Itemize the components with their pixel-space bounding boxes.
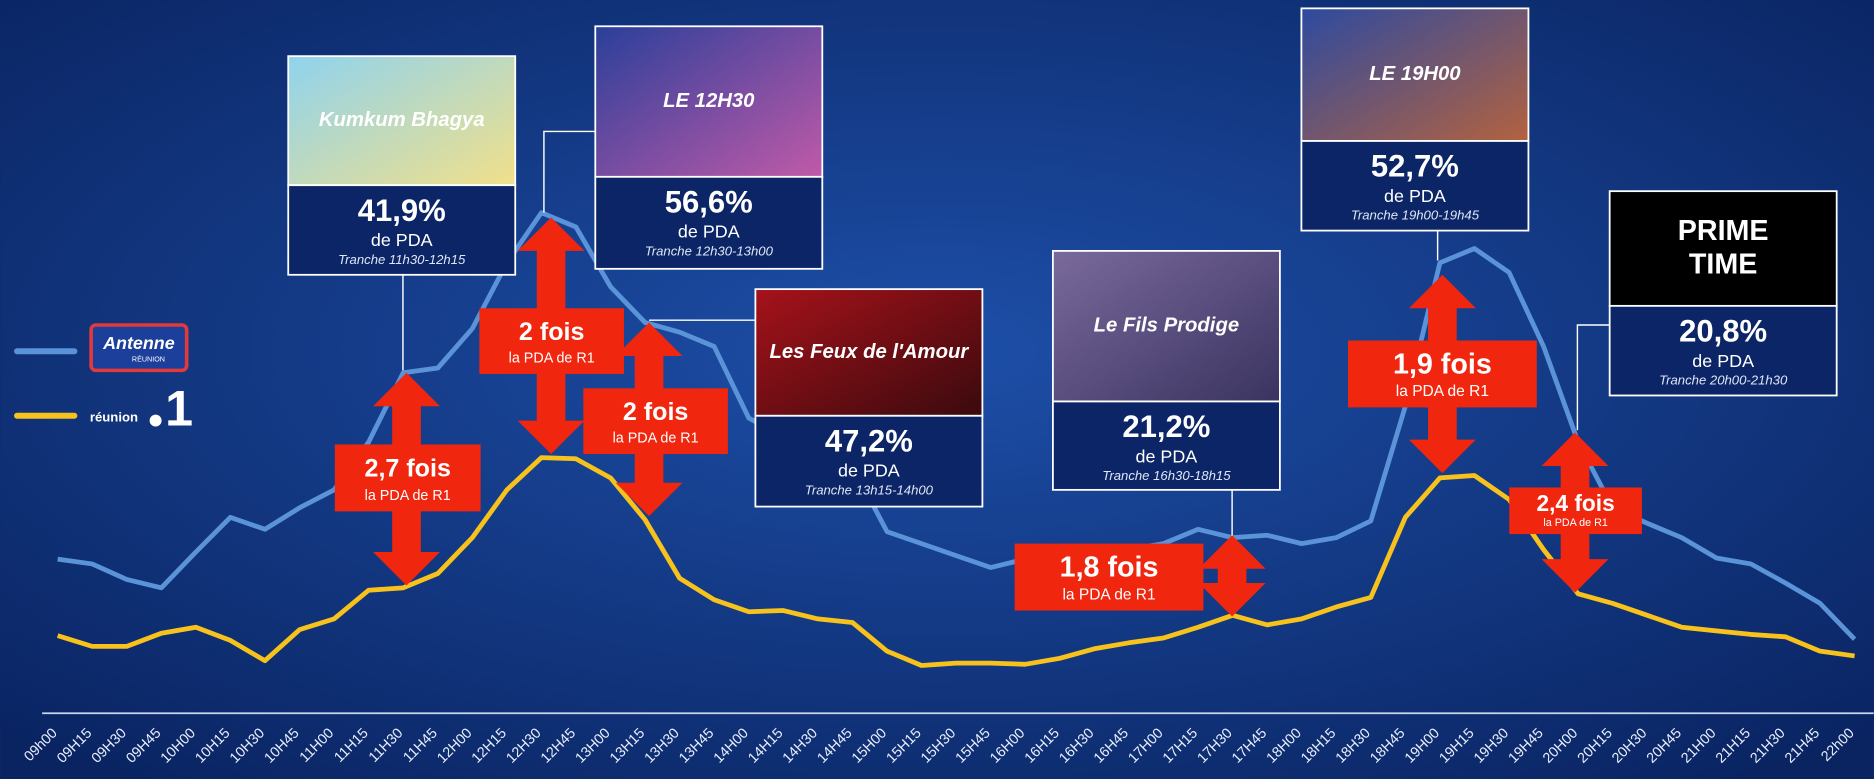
program-name-box: PRIME TIME	[1677, 215, 1769, 281]
ratio-box	[1509, 487, 1642, 535]
ratio-box	[583, 388, 728, 455]
callout-value: 21,2%	[1122, 409, 1210, 444]
callout-text: de PDA	[371, 230, 433, 250]
callout-text: de PDA	[838, 461, 900, 481]
program-image	[1051, 250, 1281, 403]
ratio-text: la PDA de R1	[613, 431, 699, 447]
callout-box	[1300, 140, 1530, 232]
ratio-value: 2,4 fois	[1537, 490, 1615, 516]
ratio-arrow	[1198, 535, 1266, 617]
callout-text: de PDA	[678, 222, 740, 242]
ratio-box	[1014, 543, 1204, 611]
program-image	[754, 288, 984, 417]
ratio-box	[479, 308, 624, 374]
connector	[1576, 324, 1610, 431]
ratio-text: la PDA de R1	[509, 351, 595, 367]
program-image	[594, 25, 824, 178]
legend-logo-mark: 1	[165, 380, 193, 436]
ratio-text: la PDA de R1	[1543, 517, 1608, 529]
callout-tranche: Tranche 20h00-21h30	[1659, 373, 1788, 388]
callout-box	[594, 175, 824, 270]
callout-box	[287, 184, 517, 276]
legend-logo	[89, 323, 189, 373]
connector	[543, 130, 596, 213]
program-image	[1300, 7, 1530, 142]
callout-box	[1051, 400, 1281, 491]
callout-tranche: Tranche 11h30-12h15	[338, 252, 466, 267]
ratio-value: 2 fois	[519, 318, 585, 346]
ratio-text: la PDA de R1	[1396, 383, 1489, 400]
ratio-box	[334, 444, 481, 512]
ratio-text: la PDA de R1	[365, 488, 451, 504]
program-box	[1608, 190, 1838, 307]
ratio-value: 1,9 fois	[1393, 349, 1492, 381]
callout-value: 20,8%	[1679, 314, 1767, 349]
callout-text: de PDA	[1136, 446, 1198, 466]
ratio-box	[1348, 340, 1537, 408]
callout-value: 47,2%	[825, 423, 913, 458]
callout-tranche: Tranche 16h30-18h15	[1102, 468, 1231, 483]
callout-tranche: Tranche 19h00-19h45	[1351, 208, 1480, 223]
program-name: Le Fils Prodige	[1094, 315, 1240, 337]
ratio-value: 2,7 fois	[364, 455, 450, 483]
callout-value: 56,6%	[665, 185, 753, 220]
program-name: Kumkum Bhagya	[319, 109, 485, 131]
callout-value: 41,9%	[358, 193, 446, 228]
callout-tranche: Tranche 12h30-13h00	[645, 244, 774, 259]
ratio-text: la PDA de R1	[1062, 586, 1155, 603]
program-name: PRIME TIME	[1677, 215, 1769, 281]
program-name: Les Feux de l'Amour	[769, 341, 969, 363]
callout-text: de PDA	[1384, 186, 1446, 206]
legend-sublabel: RÉUNION	[132, 355, 165, 364]
legend-dot	[149, 414, 162, 427]
callout-box	[1608, 304, 1838, 397]
program-name: LE 19H00	[1369, 63, 1461, 85]
callout-text: de PDA	[1692, 351, 1754, 371]
legend-label: réunion	[90, 410, 138, 425]
ratio-value: 2 fois	[623, 398, 689, 426]
program-name: LE 12H30	[663, 90, 755, 112]
callout-tranche: Tranche 13h15-14h00	[805, 483, 934, 498]
legend-label: Antenne	[102, 333, 175, 353]
ratio-value: 1,8 fois	[1060, 552, 1159, 584]
callout-value: 52,7%	[1371, 149, 1459, 184]
program-image	[287, 55, 517, 187]
callout-box	[754, 414, 984, 508]
